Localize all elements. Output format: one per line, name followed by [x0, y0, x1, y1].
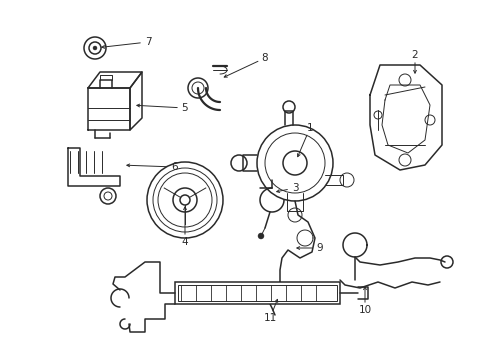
Bar — [175, 282, 339, 304]
Text: 6: 6 — [171, 162, 178, 172]
Text: 3: 3 — [291, 183, 298, 193]
Text: 9: 9 — [316, 243, 323, 253]
Text: 11: 11 — [263, 313, 276, 323]
Text: 8: 8 — [261, 53, 268, 63]
Text: 2: 2 — [411, 50, 417, 60]
Circle shape — [258, 233, 264, 239]
Circle shape — [93, 46, 97, 50]
Text: 4: 4 — [182, 237, 188, 247]
Text: 7: 7 — [144, 37, 151, 47]
Text: 1: 1 — [306, 123, 313, 133]
Text: 10: 10 — [358, 305, 371, 315]
Text: 5: 5 — [182, 103, 188, 113]
Bar — [178, 285, 336, 301]
